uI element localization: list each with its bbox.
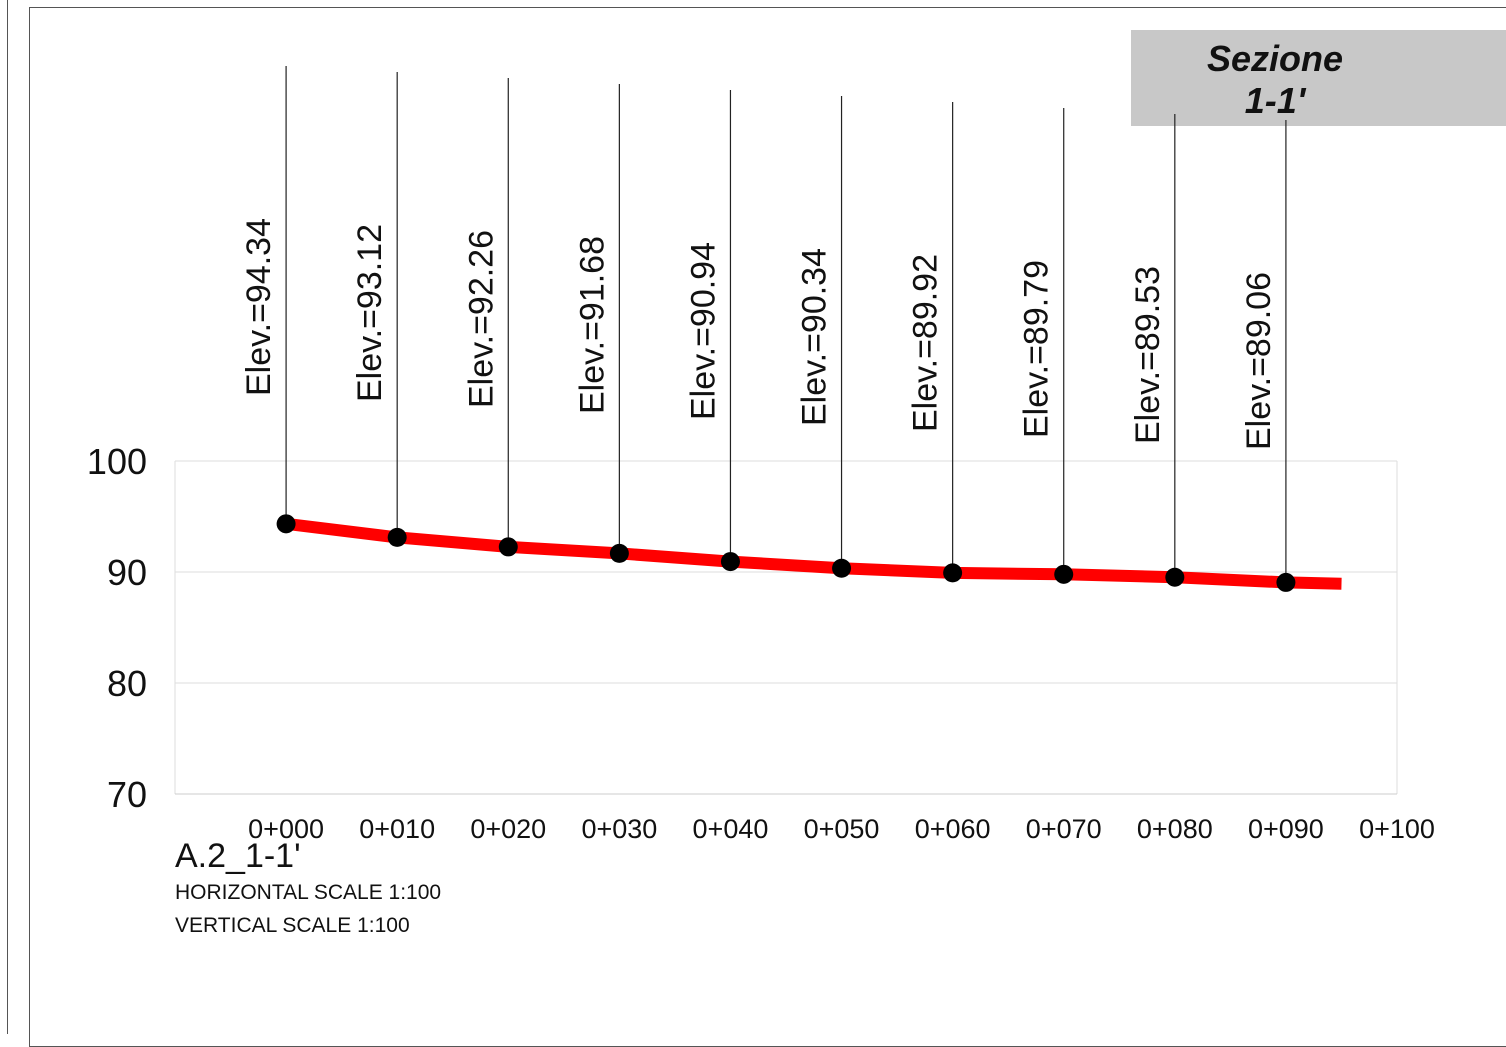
leader-lines	[285, 66, 1287, 583]
x-tick-label: 0+050	[804, 814, 880, 844]
elevation-label: Elev.=94.34	[240, 218, 278, 396]
horizontal-scale: HORIZONTAL SCALE 1:100	[175, 881, 442, 904]
x-tick-label: 0+100	[1359, 814, 1435, 844]
x-tick-label: 0+060	[915, 814, 991, 844]
elevation-label: Elev.=90.34	[796, 248, 834, 426]
data-point	[1054, 564, 1074, 584]
elevation-label: Elev.=89.92	[907, 254, 945, 432]
data-point	[832, 558, 852, 578]
x-tick-label: 0+010	[359, 814, 435, 844]
view-name: A.2_1-1'	[175, 837, 301, 875]
frame-border-left	[7, 0, 8, 1034]
x-tick-label: 0+080	[1137, 814, 1213, 844]
elevation-label: Elev.=91.68	[573, 236, 611, 414]
section-title-box: Sezione 1-1'	[1131, 30, 1506, 126]
grid-layer	[174, 460, 1398, 795]
x-tick-label: 0+090	[1248, 814, 1324, 844]
elevation-label: Elev.=89.06	[1240, 272, 1278, 450]
elevation-label: Elev.=92.26	[462, 230, 500, 408]
y-tick-label: 100	[87, 441, 147, 482]
data-point	[276, 514, 296, 534]
y-tick-label: 90	[107, 552, 147, 593]
elevation-label: Elev.=89.79	[1018, 260, 1056, 438]
point-markers	[276, 514, 1296, 592]
elevation-label: Elev.=93.12	[351, 224, 389, 402]
section-title: Sezione	[1206, 38, 1344, 79]
elevation-label: Elev.=89.53	[1129, 266, 1167, 444]
x-tick-label: 0+020	[470, 814, 546, 844]
elevation-label: Elev.=90.94	[684, 242, 722, 420]
data-point	[1276, 572, 1296, 592]
drawing-caption: A.2_1-1' HORIZONTAL SCALE 1:100 VERTICAL…	[175, 836, 441, 942]
data-point	[1165, 567, 1185, 587]
x-tick-label: 0+070	[1026, 814, 1102, 844]
y-tick-label: 70	[107, 774, 147, 815]
elevation-labels: Elev.=94.34 Elev.=93.12 Elev.=92.26 Elev.=9…	[240, 218, 1278, 450]
axis-ticks: 70 80 90 100 0+000 0+010 0+020 0+030 0+040 0+050 0…	[87, 441, 1435, 844]
x-tick-label: 0+040	[693, 814, 769, 844]
data-point	[498, 537, 518, 557]
y-tick-label: 80	[107, 663, 147, 704]
data-point	[720, 552, 740, 572]
x-tick-label: 0+000	[248, 814, 324, 844]
data-point	[943, 563, 963, 583]
data-point	[609, 543, 629, 563]
data-point	[387, 527, 407, 547]
vertical-scale: VERTICAL SCALE 1:100	[175, 914, 410, 937]
section-id: 1-1'	[1244, 80, 1306, 121]
x-tick-label: 0+030	[581, 814, 657, 844]
